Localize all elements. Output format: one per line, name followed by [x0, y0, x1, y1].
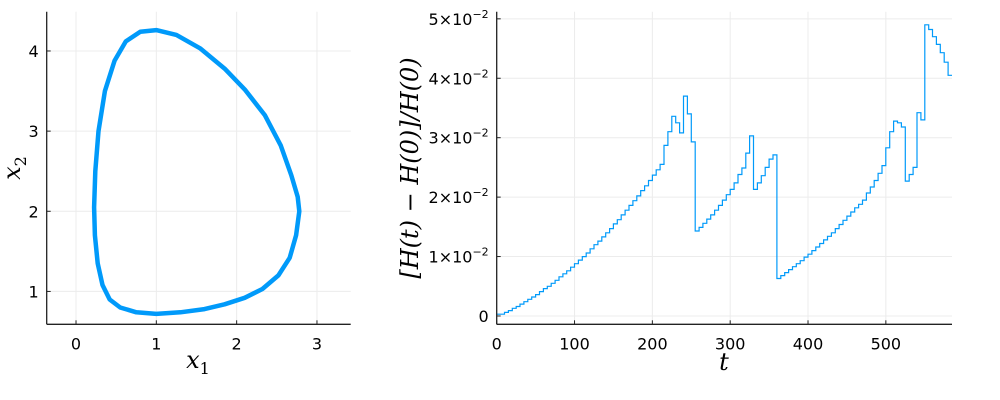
x-tick-label: 100 [559, 334, 590, 353]
y-axis-label: x2 [0, 156, 30, 180]
y-tick-label: 3×10−2 [429, 127, 489, 148]
error-step-line [496, 24, 952, 315]
x-tick-label: 200 [637, 334, 668, 353]
y-tick-label: 1 [29, 282, 39, 301]
trajectory-line [91, 27, 302, 317]
x-axis-label: x1 [186, 346, 210, 378]
axes: 0 100 200 300 400 500 0 1×10−2 2×10−2 3×10−2 4×10−… [429, 8, 952, 353]
x-tick-label: 3 [312, 334, 322, 353]
axes: 0 1 2 3 1 2 3 4 [29, 11, 351, 353]
y-tick-label: 2 [29, 202, 39, 221]
y-tick-label: 4 [29, 42, 39, 61]
y-axis-label: [H(t) − H(0)]/H(0) [396, 57, 424, 278]
y-tick-label: 3 [29, 122, 39, 141]
y-tick-label: 4×10−2 [429, 67, 489, 88]
grid [46, 11, 351, 325]
x-tick-label: 2 [232, 334, 242, 353]
y-tick-label: 5×10−2 [429, 8, 489, 29]
x-tick-label: 0 [71, 334, 81, 353]
y-tick-label: 2×10−2 [429, 186, 489, 207]
y-tick-label: 0 [479, 307, 489, 326]
grid [496, 11, 952, 325]
x-tick-label: 0 [492, 334, 502, 353]
energy-error-plot: 0 100 200 300 400 500 0 1×10−2 2×10−2 3×10−2 4×10−… [396, 8, 952, 376]
x-tick-label: 300 [715, 334, 746, 353]
y-tick-label: 1×10−2 [429, 246, 489, 267]
x-tick-label: 400 [793, 334, 824, 353]
x-tick-label: 1 [151, 334, 161, 353]
x-tick-label: 500 [871, 334, 902, 353]
phase-portrait-plot: 0 1 2 3 1 2 3 4 x1 x2 [0, 11, 351, 378]
x-axis-label: t [719, 348, 729, 376]
